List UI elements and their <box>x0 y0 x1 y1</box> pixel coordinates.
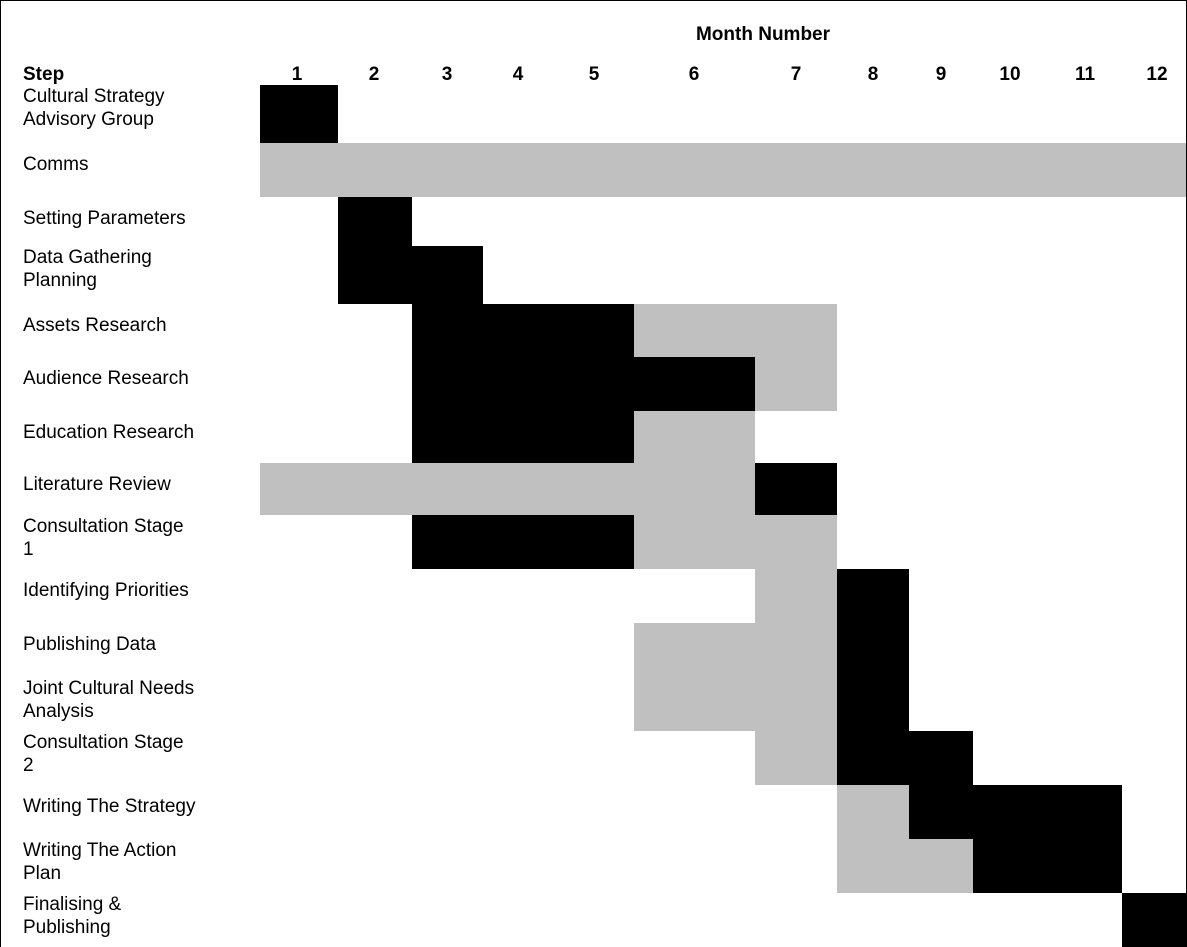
task-label-row-13-line-1: Consultation Stage <box>23 732 184 753</box>
task-label-row-5-line-1: Assets Research <box>23 315 167 336</box>
month-number-header: Month Number <box>696 24 831 45</box>
bar-primary-row-14-1 <box>909 785 1122 839</box>
task-label-row-13-line-2: 2 <box>23 755 34 776</box>
bar-primary-row-16-1 <box>1122 893 1186 947</box>
task-label-row-10-line-1: Identifying Priorities <box>23 580 189 601</box>
bar-primary-row-13-1 <box>837 731 973 785</box>
bar-primary-row-5-1 <box>412 304 634 357</box>
month-label-2: 2 <box>369 64 380 85</box>
task-label-row-15-line-1: Writing The Action <box>23 840 176 861</box>
task-label-row-14-line-1: Writing The Strategy <box>23 796 196 817</box>
bar-primary-row-1-1 <box>260 85 338 143</box>
bar-primary-row-11-1 <box>837 623 909 677</box>
task-label-row-2-line-1: Comms <box>23 154 88 175</box>
bar-secondary-row-5-1 <box>634 304 837 357</box>
bar-secondary-row-9-1 <box>634 515 837 569</box>
task-label-row-1-line-2: Advisory Group <box>23 109 154 130</box>
task-label-row-16-line-2: Publishing <box>23 917 111 938</box>
bar-primary-row-15-1 <box>973 839 1122 893</box>
task-label-row-11-line-1: Publishing Data <box>23 634 157 655</box>
bar-secondary-row-7-1 <box>634 411 755 463</box>
task-label-row-3-line-1: Setting Parameters <box>23 208 186 229</box>
bar-primary-row-8-1 <box>755 463 837 515</box>
bar-secondary-row-14-1 <box>837 785 909 839</box>
month-label-1: 1 <box>292 64 303 85</box>
bar-secondary-row-12-1 <box>634 677 837 731</box>
bar-primary-row-6-1 <box>412 357 755 411</box>
bar-primary-row-7-1 <box>412 411 634 463</box>
bar-primary-row-3-1 <box>338 197 412 246</box>
month-label-12: 12 <box>1146 64 1167 85</box>
task-label-row-16-line-1: Finalising & <box>23 894 122 915</box>
task-label-row-12-line-2: Analysis <box>23 701 94 722</box>
bar-primary-row-10-1 <box>837 569 909 623</box>
month-label-7: 7 <box>791 64 802 85</box>
bar-secondary-row-2-1 <box>260 143 1186 197</box>
month-label-9: 9 <box>936 64 947 85</box>
month-label-10: 10 <box>999 64 1020 85</box>
bar-secondary-row-15-1 <box>837 839 973 893</box>
task-label-row-7-line-1: Education Research <box>23 422 194 443</box>
task-label-row-15-line-2: Plan <box>23 863 61 884</box>
bar-secondary-row-6-1 <box>755 357 837 411</box>
month-label-3: 3 <box>442 64 453 85</box>
bar-primary-row-4-1 <box>338 246 483 304</box>
task-label-row-9-line-1: Consultation Stage <box>23 516 184 537</box>
task-label-row-6-line-1: Audience Research <box>23 368 189 389</box>
month-label-6: 6 <box>689 64 700 85</box>
bar-secondary-row-11-1 <box>634 623 837 677</box>
task-label-row-4-line-1: Data Gathering <box>23 247 152 268</box>
month-label-11: 11 <box>1075 64 1096 85</box>
task-label-row-8-line-1: Literature Review <box>23 474 171 495</box>
bar-primary-row-12-1 <box>837 677 909 731</box>
task-label-row-4-line-2: Planning <box>23 270 97 291</box>
month-labels: 1 2 3 4 5 6 7 8 9 10 11 12 <box>292 64 1168 85</box>
bars <box>260 85 1186 947</box>
task-label-row-12-line-1: Joint Cultural Needs <box>23 678 194 699</box>
bar-secondary-row-8-1 <box>260 463 755 515</box>
bar-primary-row-9-1 <box>412 515 634 569</box>
month-label-4: 4 <box>513 64 524 85</box>
bar-secondary-row-13-1 <box>755 731 837 785</box>
bar-secondary-row-10-1 <box>755 569 837 623</box>
task-label-row-9-line-2: 1 <box>23 539 34 560</box>
task-label-row-1-line-1: Cultural Strategy <box>23 86 165 107</box>
month-label-5: 5 <box>589 64 600 85</box>
month-label-8: 8 <box>868 64 879 85</box>
step-header: Step <box>23 64 64 85</box>
